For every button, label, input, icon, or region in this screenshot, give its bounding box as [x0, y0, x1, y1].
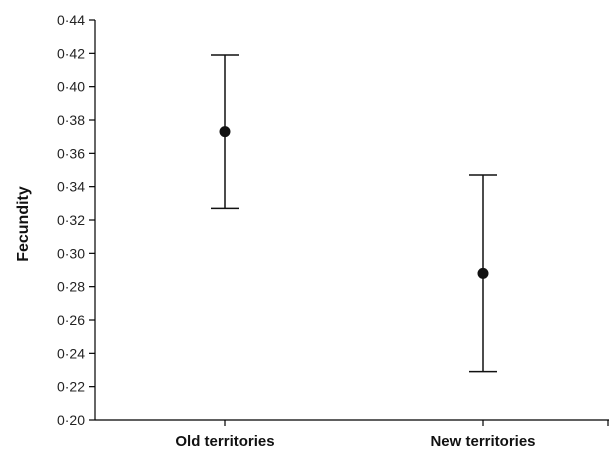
y-tick-label: 0·28 — [57, 279, 85, 295]
x-ticks: Old territories New territories — [175, 420, 609, 449]
x-category-label: New territories — [430, 433, 535, 449]
error-bars — [211, 54, 497, 373]
y-tick-label: 0·36 — [57, 145, 85, 161]
plot-area: 0·20 0·22 0·24 0·26 0·28 0·30 0·32 0·34 0·36 0·38… — [57, 12, 609, 449]
y-tick-label: 0·24 — [57, 345, 85, 361]
data-point — [219, 126, 231, 138]
y-tick-label: 0·32 — [57, 212, 85, 228]
y-tick-label: 0·26 — [57, 312, 85, 328]
y-ticks: 0·20 0·22 0·24 0·26 0·28 0·30 0·32 0·34 0·36 0·38… — [57, 12, 95, 428]
y-axis-title: Fecundity — [15, 186, 32, 262]
x-category-label: Old territories — [175, 433, 274, 449]
y-tick-label: 0·22 — [57, 379, 85, 395]
y-tick-label: 0·34 — [57, 179, 85, 195]
data-points — [219, 126, 489, 279]
y-tick-label: 0·42 — [57, 45, 85, 61]
y-tick-label: 0·40 — [57, 79, 85, 95]
y-tick-label: 0·20 — [57, 412, 85, 428]
data-point — [477, 267, 489, 279]
y-tick-label: 0·30 — [57, 245, 85, 261]
y-tick-label: 0·44 — [57, 12, 85, 28]
y-tick-label: 0·38 — [57, 112, 85, 128]
